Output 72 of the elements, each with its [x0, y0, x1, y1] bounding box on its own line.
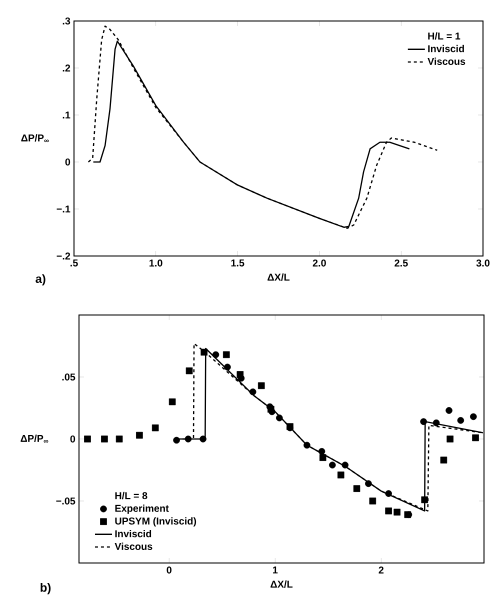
y-tick-label: .05 [62, 373, 76, 381]
point [369, 498, 376, 504]
point [173, 436, 180, 444]
x-tick-label: 1 [272, 566, 278, 574]
point [446, 407, 452, 414]
point [136, 432, 143, 439]
legend-label: Viscous [427, 58, 466, 65]
y-tick-label: .1 [62, 112, 70, 118]
point [249, 388, 256, 396]
legend-title: H/L = 1 [428, 32, 460, 40]
point [394, 508, 400, 516]
point [84, 436, 91, 442]
point [364, 480, 372, 488]
point [184, 436, 192, 442]
point [152, 424, 159, 432]
point [353, 485, 360, 492]
x-tick-label: .5 [70, 260, 78, 266]
point [168, 398, 176, 406]
point [470, 413, 477, 420]
point [116, 436, 123, 442]
point [472, 434, 479, 442]
point [432, 419, 440, 426]
point [421, 496, 428, 504]
point [258, 382, 265, 390]
y-tick-label: −.1 [56, 206, 70, 212]
legend-label: Inviscid [115, 530, 151, 538]
legend-label: Inviscid [428, 44, 464, 52]
y-tick-label: .2 [62, 64, 70, 72]
point [200, 348, 208, 356]
x-tick-label: 0 [166, 566, 172, 574]
point [420, 418, 427, 426]
point [200, 436, 206, 442]
point [276, 414, 283, 422]
y-tick-label: −.05 [56, 497, 76, 505]
point [385, 490, 392, 497]
x-tick-label: 1.0 [149, 260, 162, 267]
y-axis-title: ΔP/P$_{∞}$ [20, 434, 48, 443]
legend-label: Viscous [114, 542, 152, 550]
point [337, 472, 344, 478]
legend-title: H/L = 8 [115, 492, 148, 500]
text: a) [36, 274, 46, 286]
point [319, 454, 326, 461]
x-tick-label: 1.5 [231, 260, 244, 266]
point [440, 456, 448, 464]
point [186, 367, 193, 374]
point [224, 364, 231, 370]
point [457, 417, 464, 424]
x-axis-title: ΔX/L [270, 580, 292, 588]
y-tick-label: .3 [62, 17, 70, 25]
point [212, 351, 220, 358]
point [222, 351, 230, 358]
x-tick-label: 3.0 [476, 260, 490, 267]
y-axis-title: ΔP/P$_{∞}$ [21, 134, 49, 142]
point [100, 436, 108, 442]
x-tick-label: 2.0 [312, 260, 326, 267]
point [328, 462, 336, 468]
text: b) [40, 583, 50, 594]
legend-label: UPSYM (Inviscid) [115, 517, 196, 527]
y-tick-label: 0 [65, 158, 70, 166]
legend-label: Experiment [115, 504, 169, 514]
point [267, 406, 274, 413]
x-axis-title: ΔX/L [267, 273, 290, 281]
point [318, 448, 326, 455]
x-tick-label: 2 [378, 566, 384, 574]
y-tick-label: 0 [70, 435, 75, 443]
y-tick-label: −.2 [56, 252, 70, 260]
point [342, 462, 348, 468]
point [303, 442, 310, 449]
point [385, 508, 392, 514]
x-tick-label: 2.5 [394, 260, 408, 267]
point [446, 436, 454, 442]
point [236, 371, 244, 378]
